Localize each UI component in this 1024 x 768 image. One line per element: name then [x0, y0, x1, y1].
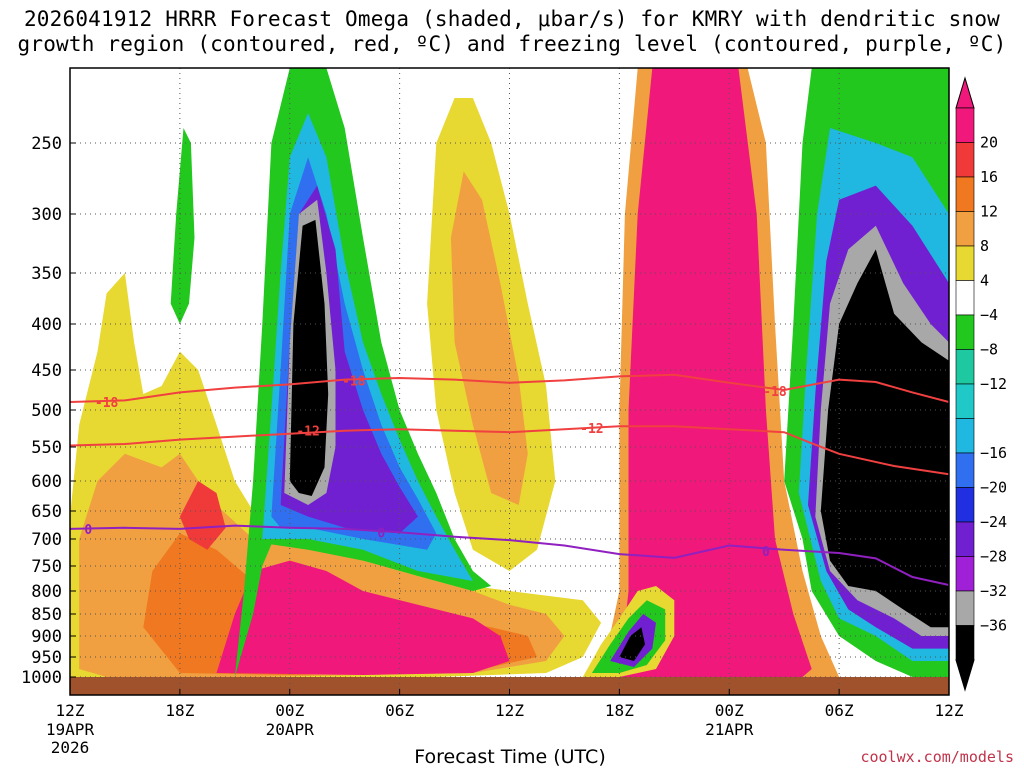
- colorbar-segment: [955, 452, 975, 488]
- shade-green-streak: [170, 128, 195, 324]
- x-tick-sublabel: 20APR: [266, 720, 315, 739]
- colorbar-label: −24: [980, 513, 1007, 531]
- contour-label: 0: [762, 545, 770, 560]
- y-tick-label: 550: [31, 438, 62, 458]
- colorbar-label: −16: [980, 444, 1007, 462]
- colorbar-label: −12: [980, 375, 1007, 393]
- shade-black-core: [289, 219, 329, 496]
- contour-line: [70, 373, 949, 403]
- colorbar-label: −36: [980, 617, 1007, 635]
- y-tick-label: 650: [31, 502, 62, 522]
- x-tick-label: 12Z: [495, 701, 524, 720]
- x-tick-label: 00Z: [715, 701, 744, 720]
- colorbar: 20 16 12 8 4 −4 −8 −12 −16 −20 −24 −28 −32 −36: [955, 76, 1007, 692]
- y-tick-label: 300: [31, 205, 62, 225]
- colorbar-label: −20: [980, 479, 1007, 497]
- y-axis-ticks: 2503003504004505005506006507007508008509…: [21, 134, 76, 688]
- x-tick-label: 12Z: [935, 701, 964, 720]
- colorbar-segment: [955, 107, 975, 143]
- colorbar-segment: [955, 314, 975, 350]
- contour-label: 0: [84, 523, 92, 538]
- colorbar-segment: [955, 245, 975, 281]
- colorbar-segment: [955, 521, 975, 557]
- contour-label: -18: [763, 385, 787, 400]
- y-tick-label: 750: [31, 557, 62, 577]
- colorbar-segment: [955, 418, 975, 454]
- x-tick-label: 06Z: [385, 701, 414, 720]
- y-tick-label: 700: [31, 530, 62, 550]
- colorbar-label: 20: [980, 134, 998, 152]
- x-tick-label: 00Z: [275, 701, 304, 720]
- shade-magenta-column: [619, 68, 812, 677]
- y-tick-label: 400: [31, 315, 62, 335]
- x-tick-label: 12Z: [56, 701, 85, 720]
- colorbar-segment: [955, 142, 975, 178]
- x-tick-label: 18Z: [165, 701, 194, 720]
- contour-label: -18: [95, 396, 119, 411]
- colorbar-segment: [955, 625, 975, 661]
- credit-link[interactable]: coolwx.com/models: [860, 748, 1014, 766]
- colorbar-segment: [955, 211, 975, 247]
- colorbar-segment: [955, 349, 975, 385]
- colorbar-bottom-arrow: [955, 659, 975, 692]
- colorbar-label: −8: [980, 341, 998, 359]
- y-tick-label: 600: [31, 472, 62, 492]
- colorbar-segment: [955, 556, 975, 592]
- chart-title-line-2: growth region (contoured, red, ºC) and f…: [17, 32, 1007, 56]
- colorbar-label: 16: [980, 168, 998, 186]
- contour-line: [70, 425, 949, 476]
- y-tick-label: 950: [31, 648, 62, 668]
- x-axis-label: Forecast Time (UTC): [414, 746, 606, 768]
- shade-red-left: [179, 481, 226, 550]
- colorbar-segment: [955, 280, 975, 316]
- omega-shading: [70, 68, 949, 695]
- colorbar-segment: [955, 487, 975, 523]
- colorbar-label: 12: [980, 203, 998, 221]
- contour-label: -12: [580, 422, 603, 437]
- chart-title-line-1: 2026041912 HRRR Forecast Omega (shaded, …: [23, 7, 1001, 31]
- colorbar-label: −4: [980, 306, 998, 324]
- colorbar-label: −32: [980, 582, 1007, 600]
- x-tick-label: 18Z: [605, 701, 634, 720]
- contour-label: -18: [342, 374, 366, 389]
- y-tick-label: 450: [31, 361, 62, 381]
- colorbar-segment: [955, 383, 975, 419]
- colorbar-segment: [955, 176, 975, 212]
- shade-orange-plume: [450, 171, 528, 505]
- x-tick-sublabel: 2026: [51, 738, 90, 757]
- y-tick-label: 350: [31, 264, 62, 284]
- temperature-contours: -18 -18 -18 -12 -12 0 0 0: [70, 373, 949, 586]
- y-tick-label: 800: [31, 582, 62, 602]
- x-tick-sublabel: 19APR: [46, 720, 95, 739]
- colorbar-top-arrow: [955, 76, 975, 109]
- shade-black-right: [820, 249, 949, 628]
- contour-label: -12: [296, 425, 319, 440]
- y-tick-label: 900: [31, 627, 62, 647]
- y-tick-label: 1000: [21, 668, 62, 688]
- x-tick-label: 06Z: [825, 701, 854, 720]
- x-tick-sublabel: 21APR: [705, 720, 754, 739]
- y-tick-label: 500: [31, 401, 62, 421]
- shade-magenta-left: [216, 560, 510, 675]
- shade-black-cell: [619, 627, 645, 661]
- colorbar-label: −28: [980, 548, 1007, 566]
- contour-line: [70, 524, 949, 586]
- colorbar-segment: [955, 590, 975, 626]
- contour-label: 0: [377, 526, 385, 541]
- y-tick-label: 850: [31, 605, 62, 625]
- colorbar-label: 8: [980, 237, 989, 255]
- y-tick-label: 250: [31, 134, 62, 154]
- colorbar-label: 4: [980, 272, 989, 290]
